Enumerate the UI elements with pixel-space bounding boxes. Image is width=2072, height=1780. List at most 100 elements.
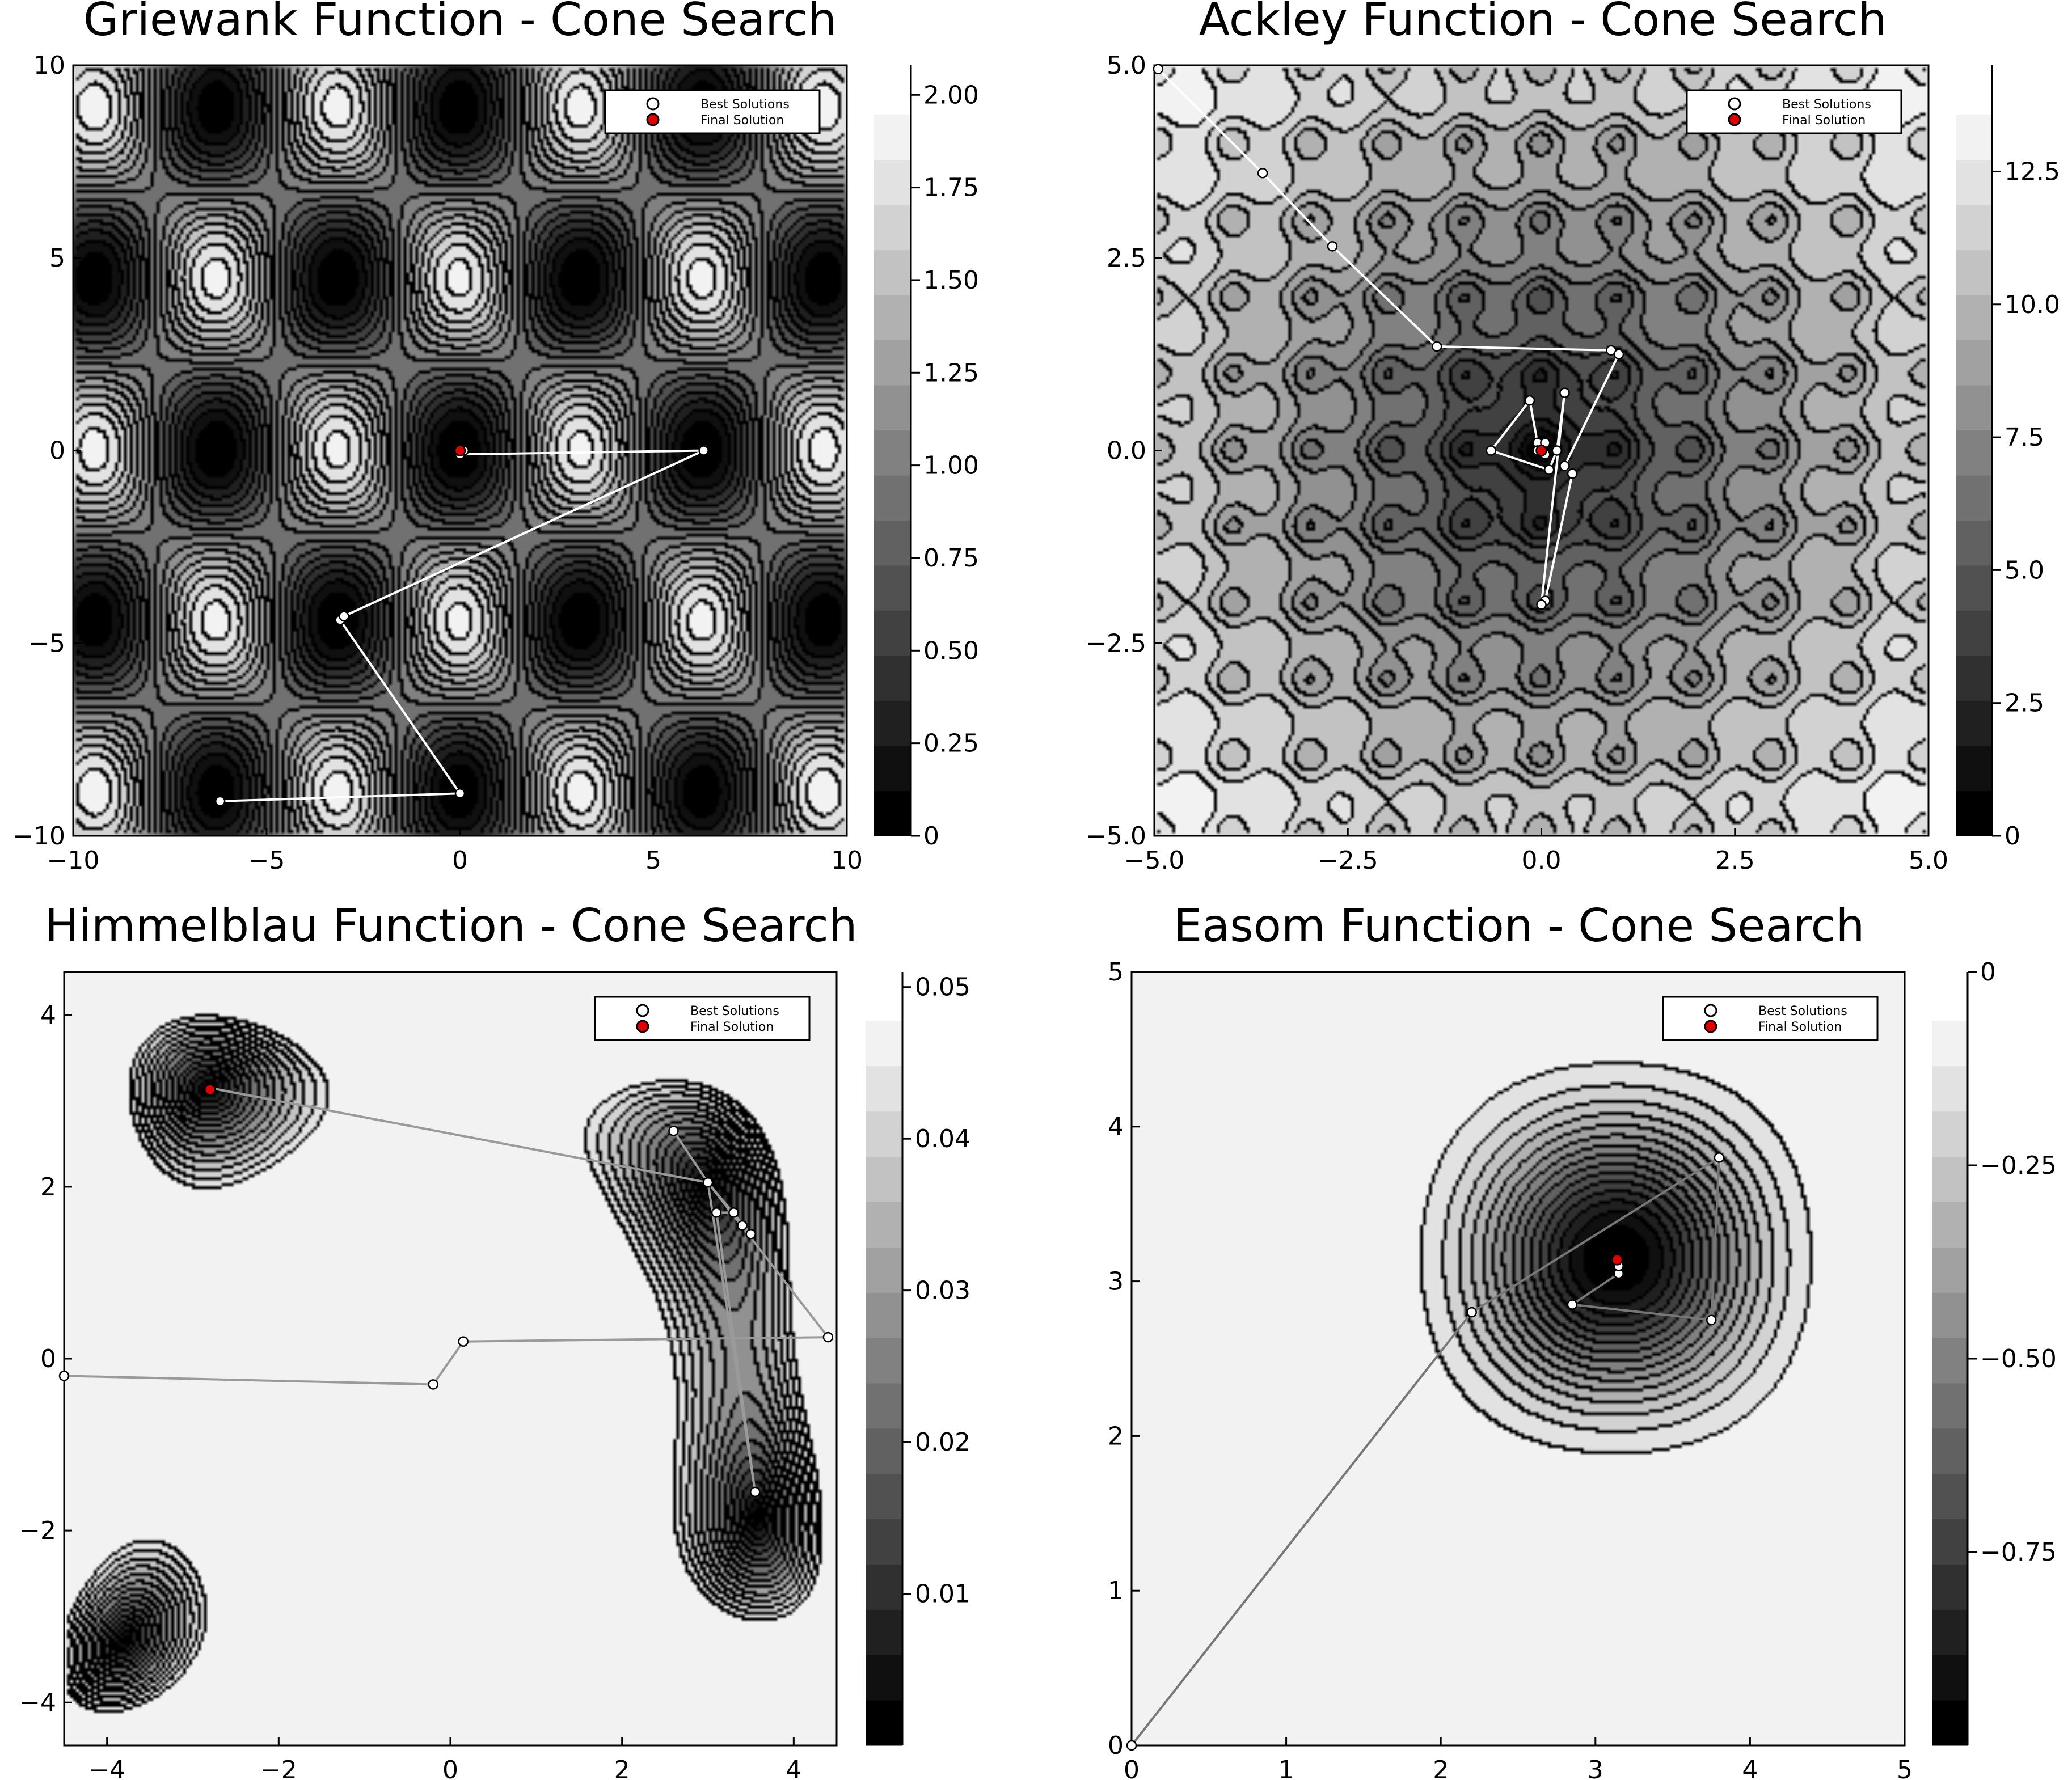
colorbar-band [874,430,911,476]
colorbar-tick-label: 0.01 [915,1580,970,1609]
colorbar: 0 2.5 5.0 7.5 10.0 12.5 [1956,65,2060,851]
legend-marker-final [1728,113,1741,126]
colorbar-band [874,565,911,611]
colorbar-band [1956,115,1992,160]
y-tick-label: 5.0 [1107,51,1146,80]
x-tick-label: 0 [442,1756,458,1780]
legend-marker-best [1728,97,1741,111]
legend-label-final: Final Solution [700,113,784,128]
colorbar-tick-label: −0.50 [1980,1344,2057,1373]
contour-field [1132,972,1905,1745]
colorbar-band [866,1383,902,1429]
legend-box [604,89,821,134]
best-solution-point [1524,395,1535,406]
x-tick-label: 0 [1124,1756,1140,1780]
colorbar-band [866,1700,902,1746]
colorbar-tick-label: 10.0 [2005,290,2060,319]
colorbar-tick-label: 2.5 [2005,689,2044,718]
colorbar-band [866,1247,902,1293]
colorbar: 0 0.25 0.50 0.75 1.00 1.25 1.50 1.75 2.00 [874,65,979,851]
colorbar-band [1956,475,1992,521]
colorbar-band [866,1066,902,1112]
final-solution-point [1535,445,1547,456]
colorbar-tick-label: −0.75 [1980,1538,2057,1567]
best-solution-point [1126,1740,1137,1751]
contour-canvas [1132,972,1905,1745]
chart-title: Ackley Function - Cone Search [1199,0,1887,46]
colorbar-band [1956,159,1992,205]
x-tick-label: 2 [614,1756,630,1780]
colorbar-tick-label: 7.5 [2005,423,2044,452]
colorbar-tick-label: 5.0 [2005,556,2044,585]
x-tick-label: 3 [1588,1756,1603,1780]
x-tick-label: 5 [645,846,661,875]
colorbar-tick-label: 1.50 [923,266,979,295]
best-solution-point [1567,468,1578,479]
x-tick-label: −5 [248,846,285,875]
colorbar-band [1956,430,1992,476]
colorbar-tick-label: −0.25 [1980,1151,2057,1180]
colorbar-band [1932,1428,1968,1474]
colorbar-band [866,1519,902,1565]
colorbar-band [1932,1473,1968,1520]
x-tick-label: 10 [831,846,863,875]
y-tick-label: 2 [1108,1422,1124,1451]
colorbar-band [1956,520,1992,566]
colorbar-tick-label: 1.00 [923,451,979,480]
colorbar-tick-label: 0.25 [923,729,979,758]
y-tick-label: 5 [1108,958,1124,987]
best-solution-point [711,1207,722,1218]
colorbar-tick-label: 0 [2005,822,2020,851]
legend-label-best: Best Solutions [1782,98,1871,112]
y-tick-label: −2.5 [1086,629,1146,658]
y-tick-label: −2 [19,1516,56,1545]
colorbar-tick-label: 0.05 [915,973,970,1002]
legend-label-final: Final Solution [1782,113,1866,128]
y-tick-label: −10 [12,822,65,851]
colorbar-band [866,1338,902,1384]
best-solution-point [1486,445,1497,456]
colorbar-band [1932,1111,1968,1157]
x-tick-label: −2 [260,1756,297,1780]
y-tick-label: −4 [19,1688,56,1717]
best-solution-point [745,1228,756,1240]
x-tick-label: 2 [1433,1756,1449,1780]
colorbar-band [1932,1564,1968,1610]
best-solution-point [1153,64,1164,75]
colorbar-band [874,746,911,791]
best-solution-point [822,1331,834,1343]
x-tick-label: −10 [47,846,100,875]
colorbar-tick-label: 0.03 [915,1276,970,1305]
best-solution-point [458,1336,469,1347]
colorbar-band [866,1609,902,1655]
final-solution-point [454,445,466,456]
plot-frame [1130,971,1906,1747]
best-solution-point [668,1126,679,1136]
colorbar-tick-label: 0.50 [923,636,979,665]
best-solution-point [1706,1314,1717,1326]
y-tick-label: 0 [1108,1731,1124,1760]
colorbar-band [874,475,911,521]
y-tick-label: 2 [40,1173,56,1202]
colorbar-tick-label: 0 [923,822,939,851]
y-tick-label: −5.0 [1086,822,1146,851]
best-solution-point [1536,599,1547,610]
colorbar-tick-label: 12.5 [2005,157,2060,186]
colorbar-band [1956,746,1992,791]
colorbar-band [1956,790,1992,836]
colorbar-band [1932,1609,1968,1655]
best-solution-point [728,1207,739,1218]
colorbar-band [1932,1202,1968,1248]
legend-marker-final [1704,1020,1717,1033]
colorbar-tick-label: 0.02 [915,1428,970,1457]
colorbar-band [874,790,911,836]
colorbar-band [874,295,911,340]
best-solution-point [702,1177,714,1188]
colorbar-band [1956,340,1992,386]
x-tick-label: 0.0 [1522,846,1562,875]
colorbar-band [1932,1066,1968,1112]
best-solution-point [1431,341,1442,352]
colorbar-band [1932,1021,1968,1067]
legend-marker-best [636,1004,649,1017]
